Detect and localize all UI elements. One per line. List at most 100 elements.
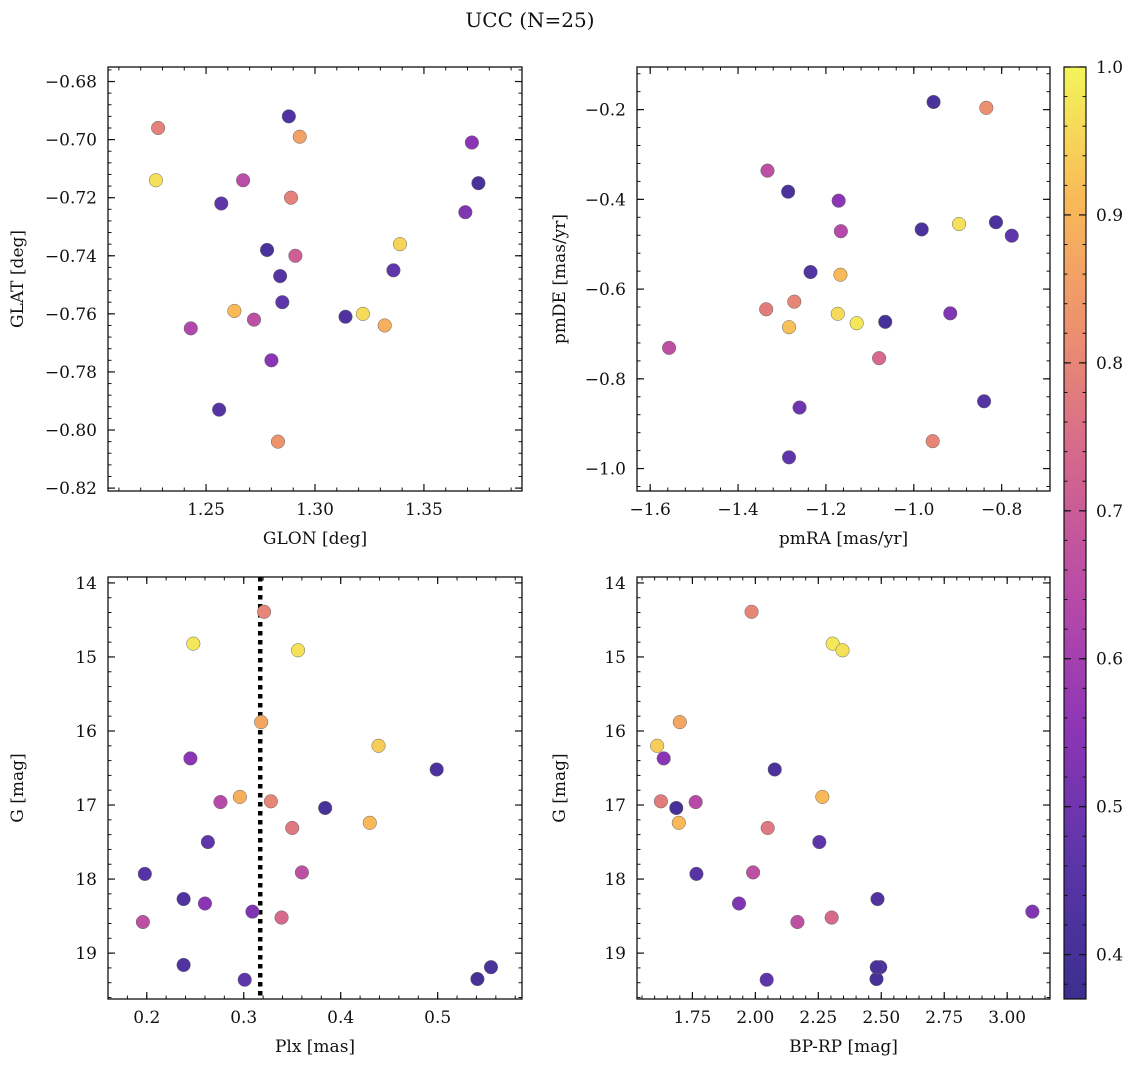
- data-point: [731, 896, 747, 911]
- data-point: [869, 971, 884, 987]
- data-point: [759, 972, 774, 987]
- data-point: [835, 643, 850, 658]
- y-tick-label: 17: [604, 796, 626, 816]
- data-point: [825, 636, 840, 651]
- colorbar-tick-label: 0.8: [1096, 354, 1123, 374]
- data-point: [183, 751, 198, 766]
- y-tick-label: 17: [75, 796, 97, 816]
- y-tick-label: 14: [75, 574, 97, 594]
- data-point: [176, 957, 191, 972]
- data-point: [200, 834, 215, 850]
- y-tick-label: −0.76: [45, 305, 97, 325]
- y-tick-label: 18: [75, 870, 97, 890]
- data-point: [878, 314, 893, 329]
- x-tick-label: 2.25: [799, 1008, 837, 1028]
- data-point: [471, 176, 486, 191]
- data-point: [429, 762, 444, 777]
- data-point: [977, 394, 992, 409]
- data-point: [781, 320, 797, 335]
- data-point: [245, 904, 260, 919]
- data-point: [290, 643, 306, 658]
- x-tick-label: 0.4: [327, 1008, 354, 1028]
- x-tick-label: −1.2: [805, 500, 846, 520]
- data-point: [371, 738, 386, 753]
- y-tick-label: −0.6: [585, 280, 626, 300]
- plot-area: [637, 577, 1050, 999]
- data-point: [760, 820, 775, 836]
- data-point: [260, 242, 275, 258]
- data-point: [213, 795, 228, 810]
- x-tick-label: 1.35: [405, 500, 443, 520]
- y-tick-label: −0.8: [585, 370, 626, 390]
- data-point: [288, 248, 303, 263]
- data-point: [926, 94, 941, 110]
- x-tick-label: 2.75: [925, 1008, 963, 1028]
- x-tick-label: 0.5: [424, 1008, 451, 1028]
- data-point: [197, 896, 213, 911]
- data-point: [650, 738, 665, 753]
- data-point: [689, 866, 704, 881]
- x-tick-label: 1.30: [296, 500, 334, 520]
- data-point: [362, 815, 377, 830]
- colorbar-tick-label: 0.6: [1096, 650, 1123, 670]
- data-point: [979, 100, 994, 115]
- data-point: [386, 263, 401, 278]
- colorbar-tick-label: 0.4: [1096, 946, 1123, 966]
- x-axis-label: pmRA [mas/yr]: [779, 529, 908, 549]
- data-point: [257, 604, 272, 619]
- data-point: [135, 914, 150, 930]
- data-point: [833, 224, 848, 239]
- data-point: [246, 312, 262, 327]
- data-point: [1025, 904, 1040, 919]
- data-point: [294, 865, 309, 880]
- data-point: [270, 434, 286, 449]
- data-point: [237, 972, 252, 987]
- figure-title: UCC (N=25): [465, 8, 594, 32]
- data-point: [281, 109, 296, 124]
- y-tick-label: −0.78: [45, 363, 97, 383]
- x-tick-label: −1.0: [893, 500, 934, 520]
- data-point: [824, 910, 839, 925]
- scatter-points: [662, 94, 1019, 465]
- data-point: [151, 120, 166, 136]
- data-point: [377, 318, 392, 333]
- colorbar-tick-label: 1.0: [1096, 58, 1123, 78]
- colorbar-tick-label: 0.7: [1096, 502, 1123, 522]
- data-point: [292, 129, 307, 144]
- data-point: [137, 866, 152, 881]
- y-tick-label: 19: [75, 944, 97, 964]
- data-point: [925, 434, 940, 449]
- data-point: [872, 351, 887, 366]
- axes-frame: [107, 576, 523, 1000]
- data-point: [227, 303, 242, 318]
- data-point: [831, 193, 846, 208]
- data-point: [263, 794, 278, 809]
- x-tick-label: 2.50: [862, 1008, 900, 1028]
- x-axis-label: BP-RP [mag]: [789, 1037, 898, 1057]
- data-point: [254, 715, 269, 730]
- data-point: [914, 222, 929, 237]
- data-point: [148, 173, 163, 188]
- colorbar-ticks: 0.4 0.5 0.6 0.7 0.8 0.9 1.0: [1064, 58, 1123, 985]
- x-tick-label: 3.00: [988, 1008, 1026, 1028]
- y-tick-label: −0.2: [585, 101, 626, 121]
- data-point: [744, 604, 759, 619]
- data-point: [656, 751, 671, 766]
- data-point: [392, 237, 408, 252]
- data-point: [338, 309, 353, 324]
- data-point: [232, 789, 247, 804]
- x-tick-label: 1.25: [187, 500, 225, 520]
- panel-pm: −1.6 −1.4 −1.2 −1.0 −0.8 −1.0 −0.8 −0.6 −0.4 −0.2…: [550, 66, 1051, 549]
- plot-area: [108, 67, 522, 491]
- data-point: [183, 321, 198, 336]
- data-point: [869, 960, 884, 975]
- y-tick-label: 19: [604, 944, 626, 964]
- data-point: [653, 794, 668, 809]
- y-tick-label: 18: [604, 870, 626, 890]
- data-point: [1004, 228, 1019, 243]
- data-point: [767, 762, 782, 777]
- y-tick-label: 15: [75, 648, 97, 668]
- y-axis-label: G [mag]: [8, 753, 28, 822]
- data-point: [274, 910, 289, 925]
